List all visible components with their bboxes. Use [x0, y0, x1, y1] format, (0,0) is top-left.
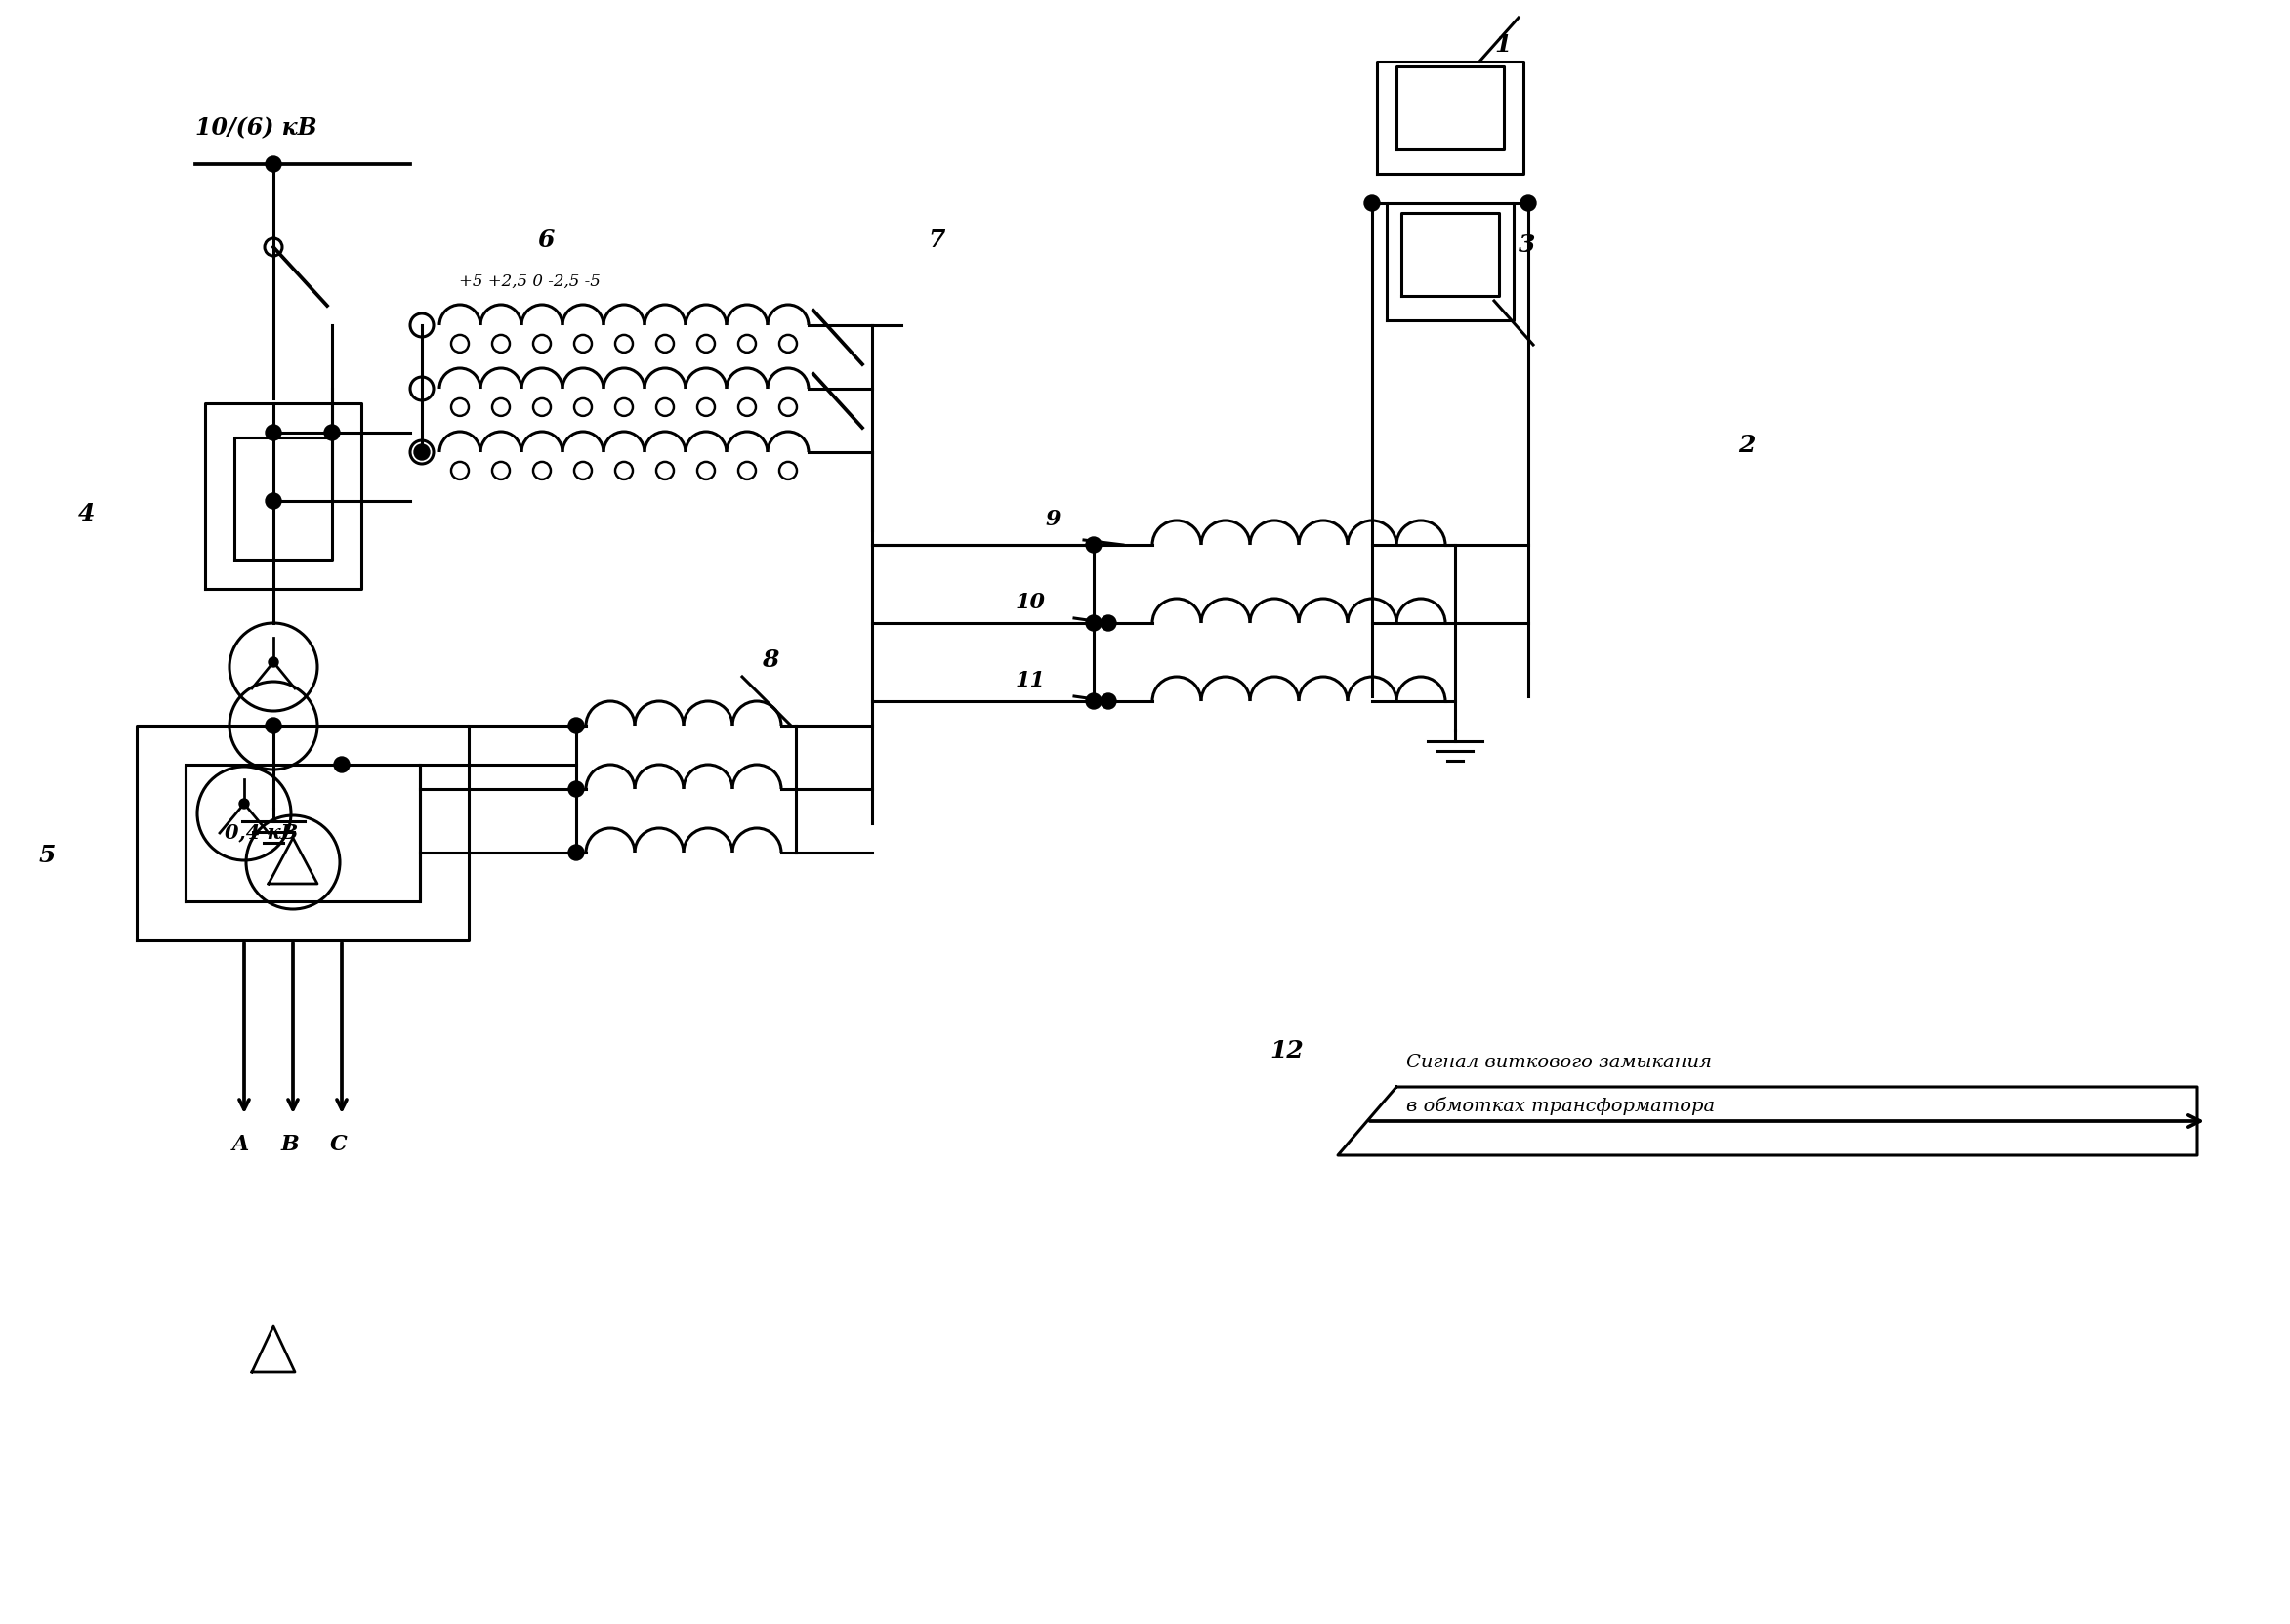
Circle shape [268, 658, 279, 667]
Circle shape [325, 425, 339, 440]
Text: +5 +2,5 0 -2,5 -5: +5 +2,5 0 -2,5 -5 [458, 273, 600, 291]
Circle shape [568, 781, 584, 797]
Text: в обмотках трансформатора: в обмотках трансформатора [1406, 1096, 1715, 1116]
Text: B: B [282, 1134, 300, 1155]
Text: Сигнал виткового замыкания: Сигнал виткового замыкания [1406, 1054, 1711, 1072]
Circle shape [266, 494, 282, 508]
Text: 11: 11 [1014, 671, 1047, 692]
Text: 9: 9 [1044, 508, 1060, 531]
Circle shape [1085, 615, 1101, 630]
Text: 4: 4 [78, 502, 96, 526]
Circle shape [266, 156, 282, 172]
Circle shape [1101, 693, 1115, 710]
Text: 6: 6 [538, 229, 554, 252]
Circle shape [414, 445, 431, 460]
Text: 3: 3 [1518, 234, 1537, 257]
Text: 0,4 кВ: 0,4 кВ [224, 822, 298, 841]
Text: A: A [231, 1134, 250, 1155]
Circle shape [1365, 195, 1381, 211]
Text: C: C [330, 1134, 348, 1155]
Text: 10/(6) кВ: 10/(6) кВ [195, 117, 316, 140]
Text: 10: 10 [1014, 591, 1047, 614]
Circle shape [266, 718, 282, 734]
Circle shape [266, 425, 282, 440]
Text: 8: 8 [763, 648, 779, 672]
Circle shape [568, 718, 584, 734]
Circle shape [238, 799, 250, 809]
Circle shape [1085, 538, 1101, 552]
Text: 1: 1 [1493, 32, 1511, 57]
Circle shape [1085, 693, 1101, 710]
Text: 2: 2 [1738, 434, 1754, 456]
Text: 12: 12 [1269, 1039, 1303, 1062]
Circle shape [568, 844, 584, 861]
Circle shape [1101, 615, 1115, 630]
Circle shape [1521, 195, 1537, 211]
Text: 7: 7 [927, 229, 946, 252]
Circle shape [334, 757, 350, 773]
Text: 5: 5 [39, 844, 55, 867]
